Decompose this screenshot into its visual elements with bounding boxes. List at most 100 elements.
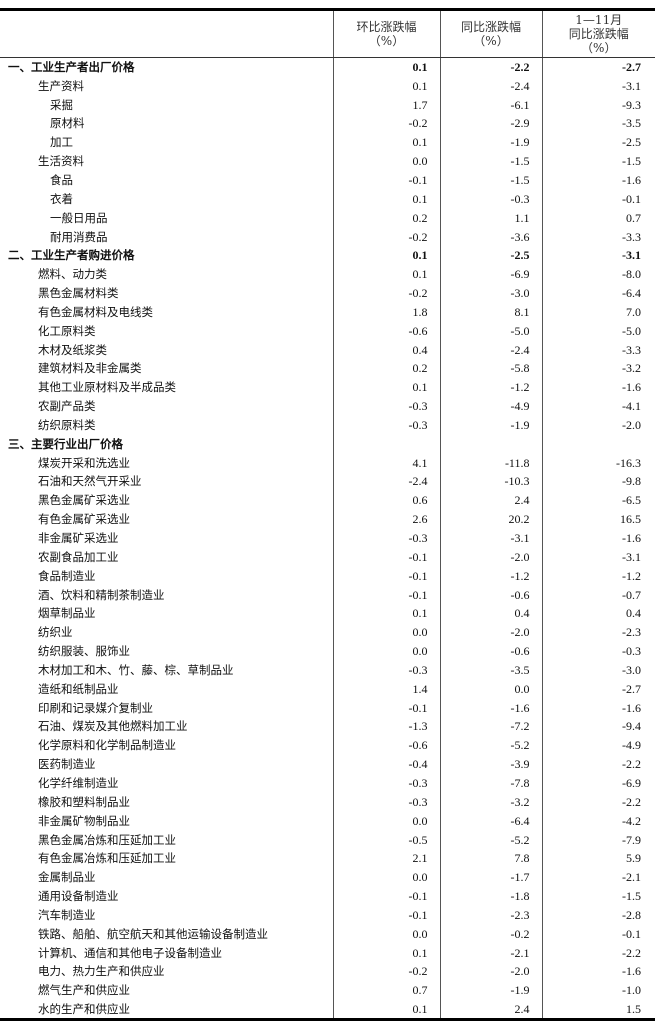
- yoy-value: -2.4: [439, 76, 542, 96]
- yoy-value: -2.1: [439, 943, 542, 962]
- row-label: 燃料、动力类: [38, 267, 107, 282]
- mom-value: -0.1: [332, 905, 440, 925]
- header-label: [0, 8, 333, 58]
- mom-value: 2.6: [332, 509, 440, 529]
- ytd-value: -1.6: [541, 528, 655, 548]
- ytd-value: -3.0: [541, 660, 655, 680]
- mom-value: 0.6: [332, 490, 440, 510]
- mom-value: -0.1: [332, 585, 440, 604]
- ytd-value: -2.8: [541, 905, 655, 925]
- ytd-value: -5.0: [541, 321, 655, 341]
- yoy-value: -0.6: [439, 585, 542, 604]
- table-row: 酒、饮料和精制茶制造业 -0.1 -0.6 -0.7: [0, 585, 655, 604]
- row-label: 木材及纸浆类: [38, 342, 107, 357]
- yoy-value: 8.1: [439, 302, 542, 322]
- yoy-value: -5.8: [439, 359, 542, 378]
- ytd-value: -9.4: [541, 717, 655, 736]
- yoy-value: -1.2: [439, 566, 542, 586]
- mom-value: -0.5: [332, 830, 440, 849]
- yoy-value: -6.9: [439, 264, 542, 284]
- row-label: 化学原料和化学制品制造业: [38, 738, 176, 753]
- row-label: 电力、热力生产和供应业: [38, 964, 165, 979]
- table-row: 印刷和记录媒介复制业 -0.1 -1.6 -1.6: [0, 698, 655, 718]
- row-label: 汽车制造业: [38, 907, 96, 922]
- ytd-value: -3.3: [541, 227, 655, 246]
- ytd-value: -1.5: [541, 886, 655, 906]
- table-row: 非金属矿采选业 -0.3 -3.1 -1.6: [0, 528, 655, 548]
- mom-value: -0.1: [332, 886, 440, 906]
- ytd-value: -2.7: [541, 679, 655, 699]
- yoy-value: -3.5: [439, 660, 542, 680]
- ytd-value: -9.3: [541, 95, 655, 115]
- mom-value: 1.7: [332, 95, 440, 115]
- table-row: 原材料 -0.2 -2.9 -3.5: [0, 114, 655, 133]
- row-label: 燃气生产和供应业: [38, 983, 130, 998]
- table-row: 汽车制造业 -0.1 -2.3 -2.8: [0, 905, 655, 925]
- yoy-value: -5.2: [439, 735, 542, 755]
- yoy-value: -2.9: [439, 114, 542, 133]
- section-row: 二、工业生产者购进价格 0.1 -2.5 -3.1: [0, 245, 655, 265]
- table-row: 化工原料类 -0.6 -5.0 -5.0: [0, 321, 655, 341]
- ytd-value: -9.8: [541, 472, 655, 491]
- mom-value: -0.1: [332, 698, 440, 718]
- ytd-value: -2.2: [541, 754, 655, 774]
- yoy-value: 2.4: [439, 999, 542, 1021]
- header-ytd: 1—11月 同比涨跌幅 （%）: [541, 8, 655, 58]
- table-row: 通用设备制造业 -0.1 -1.8 -1.5: [0, 886, 655, 906]
- mom-value: -0.3: [332, 660, 440, 680]
- table-row: 黑色金属材料类 -0.2 -3.0 -6.4: [0, 283, 655, 303]
- row-label: 食品制造业: [38, 568, 96, 583]
- ytd-value: 7.0: [541, 302, 655, 322]
- row-label: 加工: [50, 135, 73, 150]
- ytd-value: -4.2: [541, 811, 655, 831]
- ytd-value: -2.7: [541, 57, 655, 77]
- row-label: 铁路、船舶、航空航天和其他运输设备制造业: [38, 926, 268, 941]
- ytd-value: 0.4: [541, 603, 655, 623]
- mom-value: -0.2: [332, 962, 440, 981]
- table-row: 纺织服装、服饰业 0.0 -0.6 -0.3: [0, 641, 655, 661]
- row-label: 生活资料: [38, 154, 84, 169]
- mom-value: 0.2: [332, 208, 440, 228]
- row-label: 非金属矿采选业: [38, 531, 119, 546]
- ytd-value: -2.1: [541, 867, 655, 887]
- table-row: 煤炭开采和洗选业 4.1 -11.8 -16.3: [0, 453, 655, 473]
- mom-value: -0.3: [332, 528, 440, 548]
- table-body: 一、工业生产者出厂价格 0.1 -2.2 -2.7 生产资料 0.1 -2.4 -3.1 采掘 1…: [0, 57, 655, 1021]
- row-label: 农副产品类: [38, 399, 96, 414]
- row-label: 生产资料: [38, 78, 84, 93]
- table-row: 建筑材料及非金属类 0.2 -5.8 -3.2: [0, 359, 655, 378]
- mom-value: -0.2: [332, 114, 440, 133]
- row-label: 一般日用品: [50, 210, 108, 225]
- table-row: 烟草制品业 0.1 0.4 0.4: [0, 603, 655, 623]
- ytd-value: -0.1: [541, 924, 655, 944]
- table-row: 医药制造业 -0.4 -3.9 -2.2: [0, 754, 655, 774]
- table-row: 食品制造业 -0.1 -1.2 -1.2: [0, 566, 655, 586]
- ytd-value: -2.3: [541, 622, 655, 642]
- table-row: 衣着 0.1 -0.3 -0.1: [0, 189, 655, 209]
- row-label: 建筑材料及非金属类: [38, 361, 142, 376]
- ytd-value: -3.1: [541, 245, 655, 265]
- yoy-value: -1.9: [439, 980, 542, 1000]
- yoy-value: [439, 434, 542, 454]
- row-label: 酒、饮料和精制茶制造业: [38, 587, 165, 602]
- yoy-value: -0.6: [439, 641, 542, 661]
- ytd-value: -2.2: [541, 792, 655, 812]
- yoy-value: -1.8: [439, 886, 542, 906]
- mom-value: -0.6: [332, 321, 440, 341]
- table-row: 黑色金属矿采选业 0.6 2.4 -6.5: [0, 490, 655, 510]
- ytd-value: -1.6: [541, 377, 655, 397]
- yoy-value: 0.4: [439, 603, 542, 623]
- mom-value: 2.1: [332, 848, 440, 868]
- mom-value: 0.1: [332, 943, 440, 962]
- table-row: 纺织原料类 -0.3 -1.9 -2.0: [0, 415, 655, 435]
- yoy-value: -2.3: [439, 905, 542, 925]
- ytd-value: [541, 434, 655, 454]
- ytd-value: -6.4: [541, 283, 655, 303]
- row-label: 橡胶和塑料制品业: [38, 794, 130, 809]
- yoy-value: -1.6: [439, 698, 542, 718]
- yoy-value: -6.4: [439, 811, 542, 831]
- table-row: 化学原料和化学制品制造业 -0.6 -5.2 -4.9: [0, 735, 655, 755]
- table-row: 计算机、通信和其他电子设备制造业 0.1 -2.1 -2.2: [0, 943, 655, 962]
- mom-value: 0.0: [332, 641, 440, 661]
- row-label: 一、工业生产者出厂价格: [8, 60, 135, 75]
